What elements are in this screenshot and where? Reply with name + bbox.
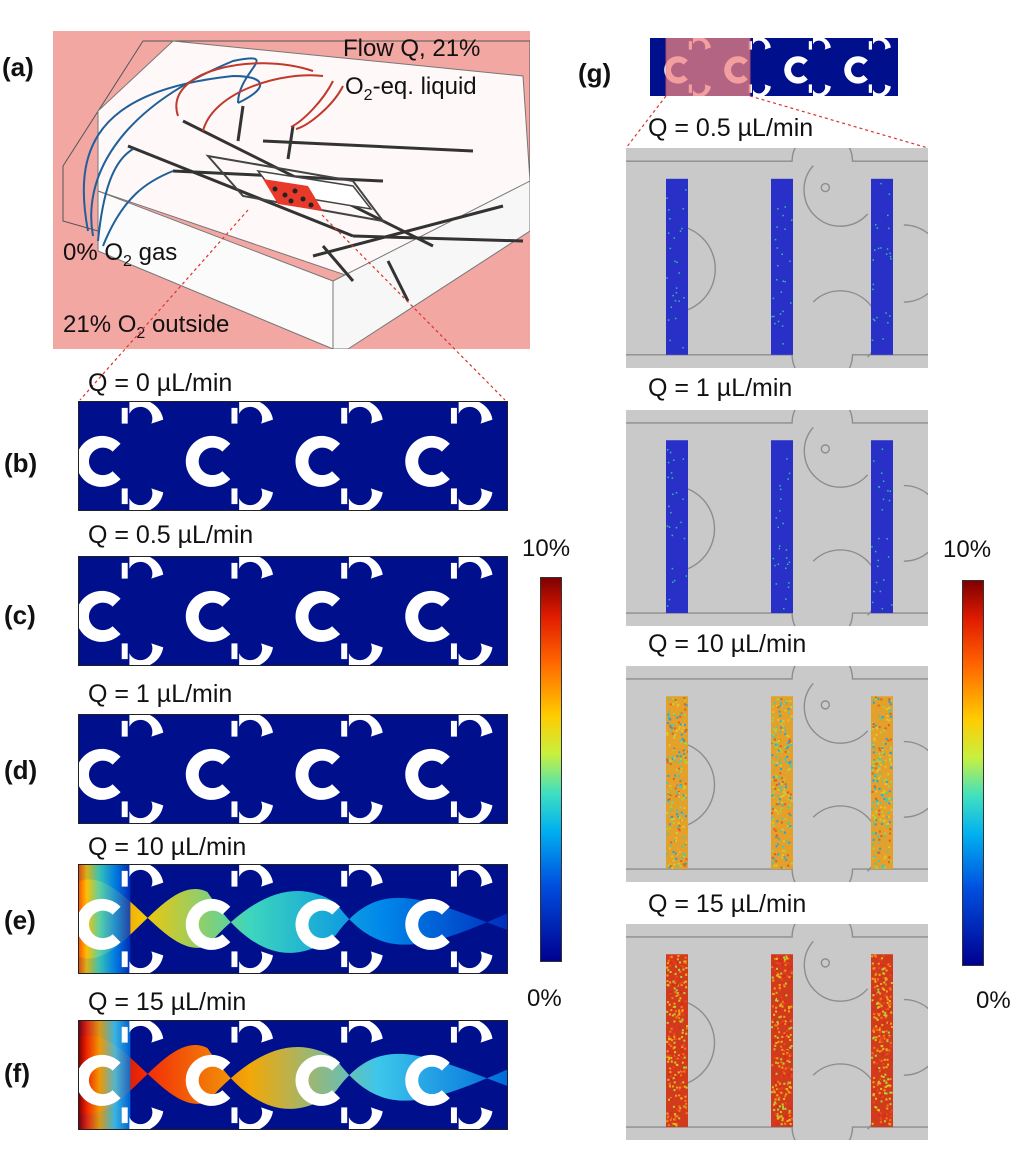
sim-panel-c: [78, 556, 508, 666]
micrograph: [626, 924, 928, 1140]
q-label-g2: Q = 1 µL/min: [648, 374, 792, 403]
exp-image-1: [626, 148, 928, 368]
sim-panel-d: [78, 714, 508, 824]
colorbar-exp: [962, 580, 984, 966]
colorbar-sim-max: 10%: [522, 535, 570, 563]
colorbar-sim: [540, 577, 562, 962]
micrograph: [626, 410, 928, 626]
sim-field-plot: [79, 715, 507, 823]
sim-panel-b: [78, 401, 508, 511]
q-label-f: Q = 15 µL/min: [88, 988, 246, 1017]
sim-field-plot: [79, 1021, 507, 1129]
micrograph: [626, 666, 928, 882]
panel-c-label: (c): [4, 600, 36, 631]
q-label-e: Q = 10 µL/min: [88, 833, 246, 862]
q-label-g4: Q = 15 µL/min: [648, 890, 806, 919]
sim-panel-e: [78, 864, 508, 974]
q-label-b: Q = 0 µL/min: [88, 369, 232, 398]
sim-panel-f: [78, 1020, 508, 1130]
q-label-g3: Q = 10 µL/min: [648, 630, 806, 659]
colorbar-exp-min: 0%: [976, 987, 1011, 1015]
overview-strip: [650, 38, 898, 96]
sim-field-plot: [79, 557, 507, 665]
panel-d-label: (d): [4, 755, 37, 786]
exp-image-3: [626, 666, 928, 882]
micrograph: [626, 148, 928, 368]
q-label-d: Q = 1 µL/min: [88, 680, 232, 709]
overview-pattern: [650, 38, 898, 96]
exp-image-4: [626, 924, 928, 1140]
sim-field-plot: [79, 865, 507, 973]
colorbar-sim-min: 0%: [527, 985, 562, 1013]
panel-g-label: (g): [578, 58, 611, 89]
panel-b-label: (b): [4, 448, 37, 479]
panel-e-label: (e): [4, 905, 36, 936]
colorbar-exp-max: 10%: [943, 536, 991, 564]
sim-field-plot: [79, 402, 507, 510]
q-label-c: Q = 0.5 µL/min: [88, 521, 253, 550]
exp-image-2: [626, 410, 928, 626]
panel-f-label: (f): [4, 1058, 30, 1089]
q-label-g1: Q = 0.5 µL/min: [648, 114, 813, 143]
